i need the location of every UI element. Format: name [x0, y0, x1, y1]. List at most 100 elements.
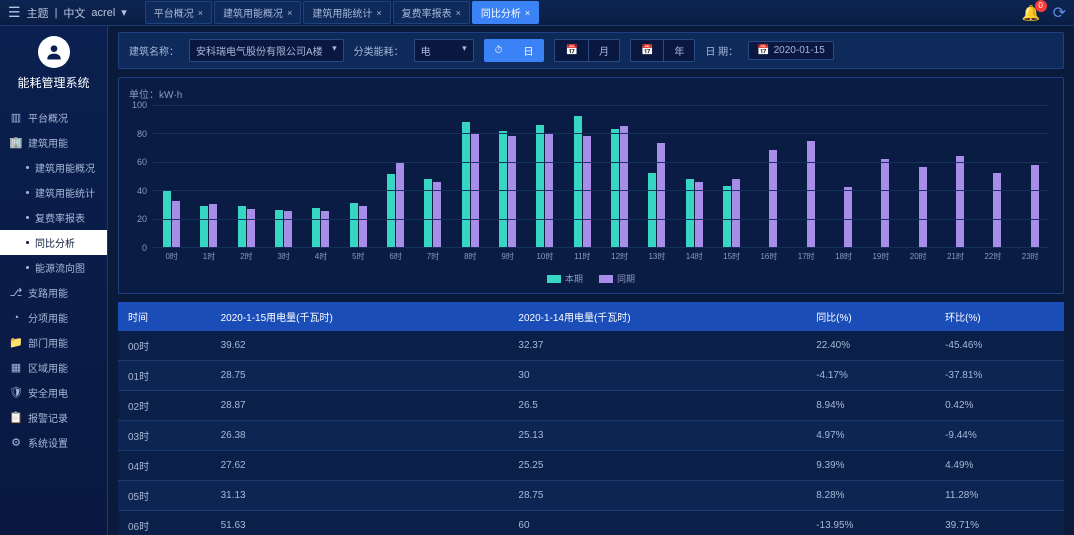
sidebar-subitem[interactable]: 复费率报表	[0, 205, 107, 230]
bar-prev[interactable]	[807, 141, 815, 248]
table-cell: 03时	[118, 421, 211, 451]
bar-prev[interactable]	[209, 204, 217, 247]
bar-group	[526, 105, 563, 247]
sidebar-item[interactable]: ▥平台概况	[0, 105, 107, 130]
sidebar-item[interactable]: ⚙系统设置	[0, 430, 107, 455]
hamburger-icon[interactable]: ☰	[8, 4, 21, 21]
bar-prev[interactable]	[881, 159, 889, 247]
sidebar-item[interactable]: ⎇支路用能	[0, 280, 107, 305]
sidebar-item[interactable]: ◔分项用能	[0, 305, 107, 330]
theme-label[interactable]: 主题	[27, 5, 49, 21]
close-icon[interactable]: ×	[287, 8, 292, 18]
bar-prev[interactable]	[359, 206, 367, 247]
table-cell: 02时	[118, 391, 211, 421]
bar-current[interactable]	[723, 186, 731, 247]
bar-current[interactable]	[200, 206, 208, 247]
bar-prev[interactable]	[657, 143, 665, 247]
legend-prev[interactable]: 同期	[599, 272, 635, 285]
bar-prev[interactable]	[769, 150, 777, 247]
tab[interactable]: 复费率报表×	[393, 1, 470, 24]
legend-current[interactable]: 本期	[547, 272, 583, 285]
x-tick: 10时	[526, 251, 563, 262]
tab[interactable]: 平台概况×	[145, 1, 212, 24]
bar-prev[interactable]	[919, 167, 927, 247]
table-cell: 8.28%	[806, 481, 935, 511]
branch-icon: ⎇	[10, 287, 22, 299]
brand: 能耗管理系统	[0, 26, 107, 99]
table-cell: -13.95%	[806, 511, 935, 535]
close-icon[interactable]: ×	[198, 8, 203, 18]
bar-prev[interactable]	[993, 173, 1001, 247]
lang-label[interactable]: 中文	[63, 5, 85, 21]
type-select[interactable]: 电	[414, 39, 474, 62]
period-year-button[interactable]: 年	[664, 39, 695, 62]
bar-prev[interactable]	[321, 211, 329, 247]
period-day-button[interactable]: 日	[513, 39, 544, 62]
bar-prev[interactable]	[844, 187, 852, 247]
table-cell: 05时	[118, 481, 211, 511]
bar-prev[interactable]	[247, 209, 255, 247]
date-picker[interactable]: 📅 2020-01-15	[748, 41, 834, 60]
table-row: 04时27.6225.259.39%4.49%	[118, 451, 1064, 481]
x-tick: 20时	[900, 251, 937, 262]
bar-current[interactable]	[462, 122, 470, 247]
bar-current[interactable]	[574, 116, 582, 247]
bar-group	[1012, 105, 1049, 247]
period-month-button[interactable]: 月	[589, 39, 620, 62]
bar-current[interactable]	[611, 129, 619, 247]
close-icon[interactable]: ×	[525, 8, 530, 18]
bar-prev[interactable]	[284, 211, 292, 247]
bar-prev[interactable]	[433, 182, 441, 247]
tab[interactable]: 同比分析×	[472, 1, 539, 24]
x-tick: 14时	[676, 251, 713, 262]
sidebar-subitem[interactable]: 建筑用能统计	[0, 180, 107, 205]
sidebar-item[interactable]: 📁部门用能	[0, 330, 107, 355]
bell-button[interactable]: 🔔 0	[1022, 4, 1041, 22]
bar-current[interactable]	[648, 173, 656, 247]
refresh-icon[interactable]: ⟳	[1053, 3, 1066, 23]
bar-prev[interactable]	[508, 136, 516, 247]
table-cell: 31.13	[211, 481, 509, 511]
sidebar-item[interactable]: ▦区域用能	[0, 355, 107, 380]
bar-prev[interactable]	[732, 179, 740, 247]
bar-current[interactable]	[387, 174, 395, 247]
close-icon[interactable]: ×	[376, 8, 381, 18]
sidebar-item[interactable]: 🏢建筑用能	[0, 130, 107, 155]
tab[interactable]: 建筑用能概况×	[214, 1, 301, 24]
chart-bars	[153, 105, 1049, 247]
bar-current[interactable]	[499, 131, 507, 247]
tab[interactable]: 建筑用能统计×	[303, 1, 390, 24]
building-select[interactable]: 安科瑞电气股份有限公司A楼	[189, 39, 344, 62]
bar-prev[interactable]	[695, 182, 703, 247]
bar-current[interactable]	[312, 208, 320, 247]
table-cell: 26.5	[508, 391, 806, 421]
sidebar-subitem[interactable]: 建筑用能概况	[0, 155, 107, 180]
sidebar-item[interactable]: 🛡安全用电	[0, 380, 107, 405]
period-clock-button[interactable]: ⏱	[484, 39, 514, 62]
bar-prev[interactable]	[396, 162, 404, 247]
bar-current[interactable]	[686, 179, 694, 247]
sidebar-item[interactable]: 📋报警记录	[0, 405, 107, 430]
bar-current[interactable]	[238, 206, 246, 247]
bar-prev[interactable]	[956, 156, 964, 247]
bar-prev[interactable]	[620, 126, 628, 247]
close-icon[interactable]: ×	[456, 8, 461, 18]
user-label[interactable]: acrel	[91, 7, 115, 19]
bar-prev[interactable]	[172, 201, 180, 247]
bar-current[interactable]	[536, 125, 544, 247]
sidebar-subitem[interactable]: 能源流向图	[0, 255, 107, 280]
bar-prev[interactable]	[583, 136, 591, 247]
table-cell: 39.62	[211, 331, 509, 361]
bar-current[interactable]	[350, 203, 358, 247]
x-axis: 0时1时2时3时4时5时6时7时8时9时10时11时12时13时14时15时16…	[153, 251, 1049, 262]
nav: ▥平台概况🏢建筑用能建筑用能概况建筑用能统计复费率报表同比分析能源流向图⎇支路用…	[0, 105, 107, 455]
period-month-icon-button[interactable]: 📅	[554, 39, 588, 62]
table-header-row: 时间2020-1-15用电量(千瓦时)2020-1-14用电量(千瓦时)同比(%…	[118, 302, 1064, 331]
bar-current[interactable]	[424, 179, 432, 247]
calendar-icon: 📅	[565, 45, 577, 56]
bar-current[interactable]	[275, 210, 283, 247]
bar-prev[interactable]	[1031, 165, 1039, 247]
table-cell: 28.87	[211, 391, 509, 421]
sidebar-subitem[interactable]: 同比分析	[0, 230, 107, 255]
period-year-icon-button[interactable]: 📅	[630, 39, 664, 62]
